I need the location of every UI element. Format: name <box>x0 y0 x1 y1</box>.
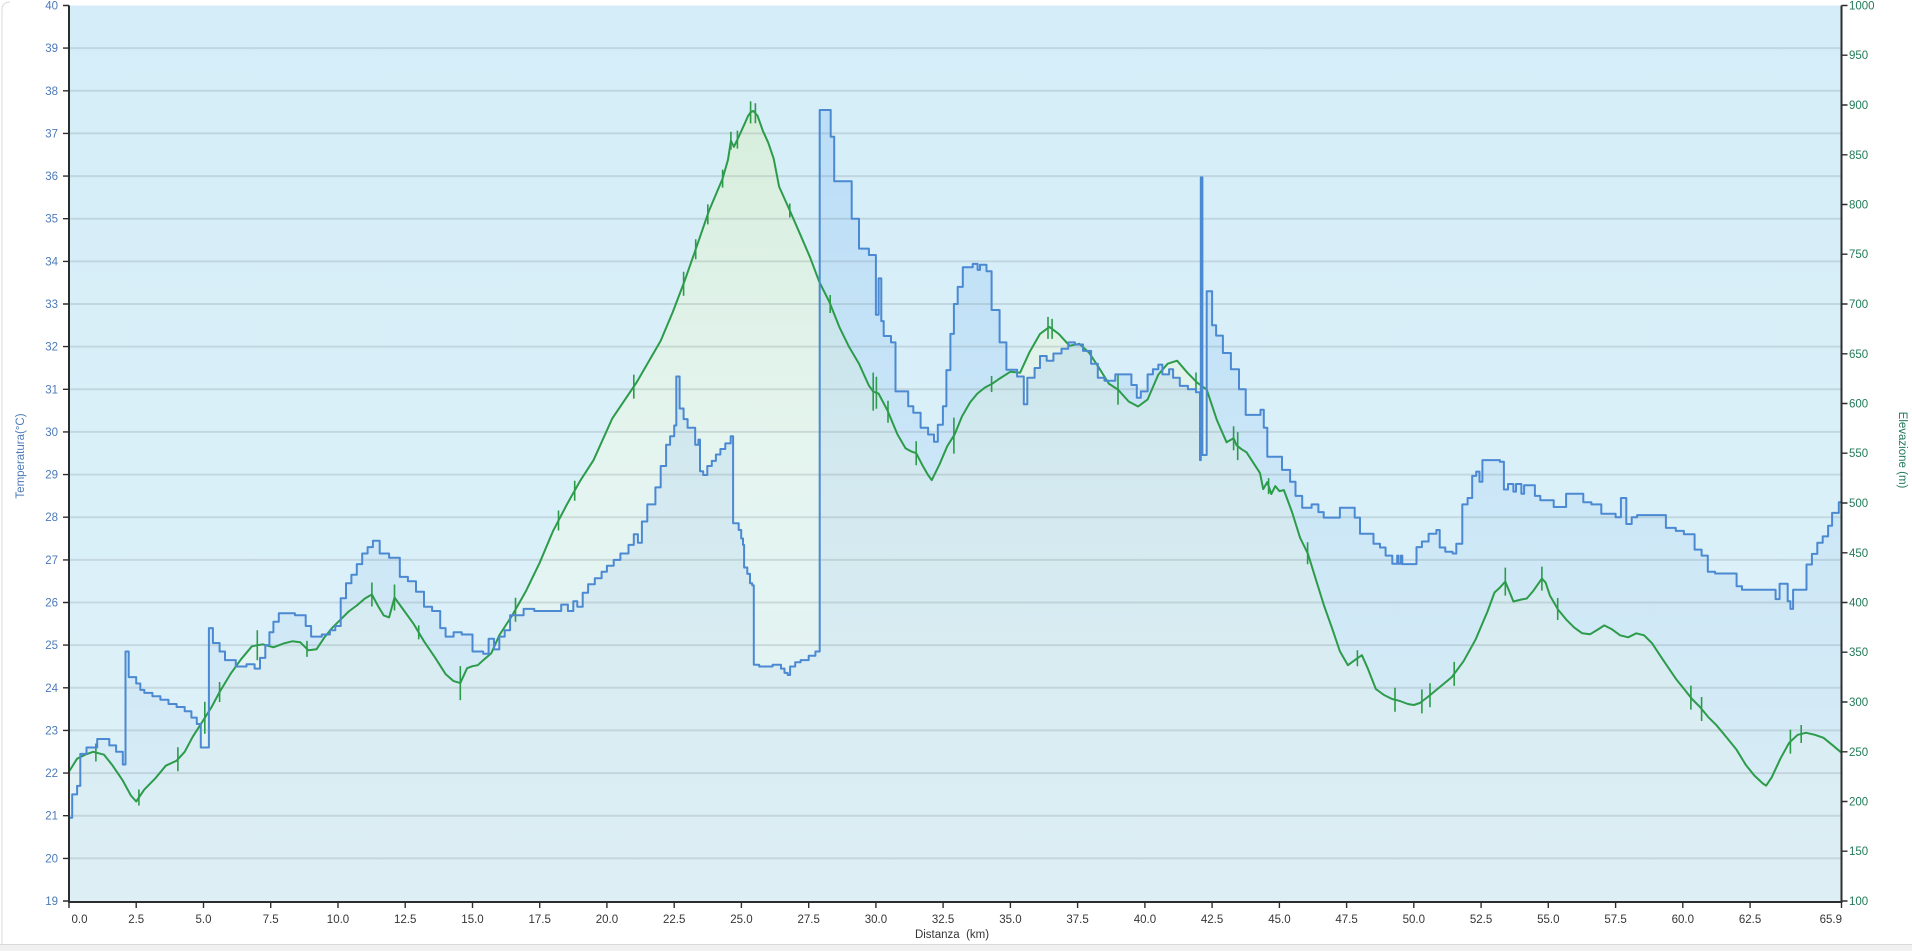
svg-text:650: 650 <box>1849 349 1868 361</box>
svg-text:42.5: 42.5 <box>1201 914 1223 926</box>
svg-text:45.0: 45.0 <box>1268 914 1290 926</box>
svg-text:22.5: 22.5 <box>663 914 685 926</box>
svg-text:35.0: 35.0 <box>999 914 1021 926</box>
svg-text:65.9: 65.9 <box>1820 914 1842 926</box>
svg-text:24: 24 <box>45 683 58 695</box>
svg-text:28: 28 <box>45 512 58 524</box>
svg-text:150: 150 <box>1849 846 1868 858</box>
svg-text:50.0: 50.0 <box>1403 914 1425 926</box>
svg-text:36: 36 <box>45 171 58 183</box>
svg-text:25.0: 25.0 <box>730 914 752 926</box>
svg-text:700: 700 <box>1849 299 1868 311</box>
svg-text:1000: 1000 <box>1849 1 1875 13</box>
svg-text:200: 200 <box>1849 797 1868 809</box>
svg-text:12.5: 12.5 <box>394 914 416 926</box>
svg-text:550: 550 <box>1849 448 1868 460</box>
svg-text:900: 900 <box>1849 100 1868 112</box>
svg-text:600: 600 <box>1849 399 1868 411</box>
svg-text:60.0: 60.0 <box>1672 914 1694 926</box>
svg-text:25: 25 <box>45 640 58 652</box>
svg-text:250: 250 <box>1849 747 1868 759</box>
svg-text:52.5: 52.5 <box>1470 914 1492 926</box>
svg-text:20: 20 <box>45 853 58 865</box>
svg-text:350: 350 <box>1849 647 1868 659</box>
svg-text:27: 27 <box>45 555 58 567</box>
svg-text:17.5: 17.5 <box>529 914 551 926</box>
svg-text:100: 100 <box>1849 896 1868 908</box>
svg-text:22: 22 <box>45 768 58 780</box>
svg-text:39: 39 <box>45 43 58 55</box>
svg-text:37: 37 <box>45 128 58 140</box>
svg-text:19: 19 <box>45 896 58 908</box>
svg-text:800: 800 <box>1849 200 1868 212</box>
svg-text:47.5: 47.5 <box>1335 914 1357 926</box>
svg-text:400: 400 <box>1849 598 1868 610</box>
svg-text:62.5: 62.5 <box>1739 914 1761 926</box>
svg-text:850: 850 <box>1849 150 1868 162</box>
svg-text:34: 34 <box>45 256 58 268</box>
svg-text:37.5: 37.5 <box>1066 914 1088 926</box>
svg-text:5.0: 5.0 <box>196 914 212 926</box>
svg-text:29: 29 <box>45 470 58 482</box>
svg-text:Temperatura(°C): Temperatura(°C) <box>15 413 27 498</box>
svg-text:40: 40 <box>45 1 58 13</box>
svg-text:23: 23 <box>45 725 58 737</box>
svg-text:35: 35 <box>45 214 58 226</box>
svg-text:7.5: 7.5 <box>263 914 279 926</box>
svg-text:27.5: 27.5 <box>798 914 820 926</box>
svg-text:500: 500 <box>1849 498 1868 510</box>
svg-text:300: 300 <box>1849 697 1868 709</box>
svg-text:15.0: 15.0 <box>461 914 483 926</box>
svg-text:20.0: 20.0 <box>596 914 618 926</box>
svg-text:30.0: 30.0 <box>865 914 887 926</box>
svg-text:33: 33 <box>45 299 58 311</box>
svg-text:38: 38 <box>45 86 58 98</box>
svg-text:40.0: 40.0 <box>1134 914 1156 926</box>
svg-text:32: 32 <box>45 342 58 354</box>
svg-text:57.5: 57.5 <box>1604 914 1626 926</box>
svg-text:Distanza (km): Distanza (km) <box>915 929 989 941</box>
svg-text:2.5: 2.5 <box>128 914 144 926</box>
svg-text:10.0: 10.0 <box>327 914 349 926</box>
svg-text:31: 31 <box>45 384 58 396</box>
svg-text:950: 950 <box>1849 50 1868 62</box>
svg-text:750: 750 <box>1849 249 1868 261</box>
svg-text:450: 450 <box>1849 548 1868 560</box>
svg-text:55.0: 55.0 <box>1537 914 1559 926</box>
svg-text:26: 26 <box>45 598 58 610</box>
svg-text:21: 21 <box>45 811 58 823</box>
svg-text:Elevazione (m): Elevazione (m) <box>1896 412 1908 489</box>
svg-text:30: 30 <box>45 427 58 439</box>
svg-text:32.5: 32.5 <box>932 914 954 926</box>
svg-text:0.0: 0.0 <box>72 914 88 926</box>
